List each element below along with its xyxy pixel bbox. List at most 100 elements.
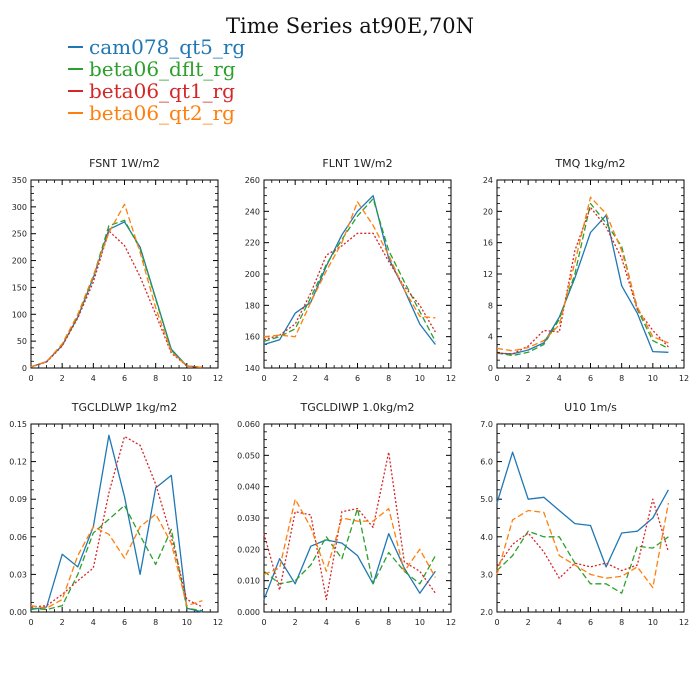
series-line-beta06_qt2_rg: [30, 513, 203, 609]
x-tick-label: 12: [213, 618, 223, 627]
plot-frame: [30, 423, 219, 613]
panel-title: TGCLDLWP 1kg/m2: [71, 401, 177, 414]
x-tick-label: 0: [28, 374, 33, 383]
x-tick-label: 2: [60, 374, 65, 383]
x-tick-label: 2: [60, 618, 65, 627]
panel-title: FSNT 1W/m2: [89, 157, 160, 170]
series-line-beta06_qt2_rg: [263, 201, 436, 338]
x-tick-label: 6: [355, 618, 360, 627]
y-tick-label: 0.020: [237, 545, 260, 554]
x-tick-label: 8: [153, 618, 158, 627]
x-tick-label: 4: [91, 374, 96, 383]
x-tick-label: 8: [153, 374, 158, 383]
y-tick-label: 24: [483, 176, 493, 185]
series-line-cam078_qt5_rg: [496, 451, 669, 568]
x-tick-label: 8: [386, 618, 391, 627]
x-tick-label: 12: [213, 374, 223, 383]
x-tick-label: 8: [386, 374, 391, 383]
y-tick-label: 12: [483, 270, 493, 279]
series-line-cam078_qt5_rg: [263, 533, 436, 600]
y-tick-label: 200: [245, 270, 260, 279]
y-tick-label: 0.09: [9, 495, 27, 504]
y-tick-label: 0.030: [237, 514, 260, 523]
x-tick-label: 4: [91, 618, 96, 627]
legend-item-3: beta06_qt2_rg: [68, 102, 245, 124]
x-tick-label: 0: [28, 618, 33, 627]
y-tick-label: 160: [245, 333, 260, 342]
x-tick-label: 12: [446, 618, 456, 627]
y-tick-label: 4: [488, 333, 493, 342]
x-tick-label: 2: [293, 618, 298, 627]
series-line-beta06_qt2_rg: [263, 498, 436, 578]
x-tick-label: 2: [293, 374, 298, 383]
series-line-beta06_qt2_rg: [496, 502, 670, 589]
x-tick-label: 10: [415, 618, 425, 627]
legend: cam078_qt5_rg beta06_dflt_rg beta06_qt1_…: [68, 36, 245, 124]
x-tick-label: 6: [588, 374, 593, 383]
x-tick-label: 10: [648, 374, 658, 383]
page-title: Time Series at90E,70N: [226, 14, 474, 38]
series-line-beta06_dflt_rg: [263, 198, 436, 343]
legend-label: beta06_qt1_rg: [89, 79, 235, 103]
series-line-beta06_qt2_rg: [30, 203, 203, 369]
x-tick-label: 0: [494, 618, 499, 627]
y-tick-label: 6.0: [480, 458, 493, 467]
series-line-beta06_qt1_rg: [30, 230, 203, 369]
x-tick-label: 6: [355, 374, 360, 383]
legend-item-0: cam078_qt5_rg: [68, 36, 245, 58]
series-line-beta06_qt1_rg: [263, 451, 436, 601]
panel-title: FLNT 1W/m2: [322, 157, 392, 170]
legend-label: cam078_qt5_rg: [89, 35, 246, 59]
x-tick-label: 10: [648, 618, 658, 627]
x-tick-label: 6: [122, 374, 127, 383]
y-tick-label: 150: [12, 283, 27, 292]
series-line-beta06_dflt_rg: [30, 504, 203, 612]
y-tick-label: 8: [488, 301, 493, 310]
legend-label: beta06_dflt_rg: [89, 57, 236, 81]
x-tick-label: 2: [526, 618, 531, 627]
series-line-beta06_qt1_rg: [496, 206, 669, 355]
y-tick-label: 200: [12, 257, 27, 266]
x-tick-label: 6: [122, 618, 127, 627]
legend-swatch: [68, 46, 83, 48]
y-tick-label: 3.0: [480, 570, 493, 579]
y-tick-label: 260: [245, 176, 260, 185]
series-line-beta06_qt1_rg: [30, 435, 203, 608]
plot-frame: [263, 423, 452, 613]
x-tick-label: 12: [679, 374, 689, 383]
y-tick-label: 2.0: [480, 608, 493, 617]
x-tick-label: 4: [324, 618, 329, 627]
x-tick-label: 8: [619, 618, 624, 627]
series-line-cam078_qt5_rg: [263, 195, 436, 346]
x-tick-label: 4: [324, 374, 329, 383]
series-line-beta06_dflt_rg: [263, 507, 436, 585]
series-line-beta06_dflt_rg: [30, 219, 203, 369]
series-line-beta06_qt1_rg: [263, 232, 436, 341]
y-tick-label: 4.0: [480, 533, 493, 542]
series-line-beta06_dflt_rg: [496, 530, 669, 594]
y-tick-label: 0: [22, 364, 27, 373]
panel-title: TMQ 1kg/m2: [554, 157, 625, 170]
y-tick-label: 0.060: [237, 420, 260, 429]
y-tick-label: 180: [245, 301, 260, 310]
series-line-cam078_qt5_rg: [30, 221, 203, 369]
x-tick-label: 10: [182, 618, 192, 627]
y-tick-label: 7.0: [480, 420, 493, 429]
x-tick-label: 0: [261, 374, 266, 383]
y-tick-label: 5.0: [480, 495, 493, 504]
legend-swatch: [68, 68, 83, 70]
legend-item-2: beta06_qt1_rg: [68, 80, 245, 102]
y-tick-label: 220: [245, 239, 260, 248]
y-tick-label: 240: [245, 207, 260, 216]
y-tick-label: 300: [12, 203, 27, 212]
y-tick-label: 0.040: [237, 483, 260, 492]
y-tick-label: 250: [12, 230, 27, 239]
y-tick-label: 20: [483, 207, 493, 216]
y-tick-label: 0: [488, 364, 493, 373]
plot-frame: [263, 179, 452, 369]
x-tick-label: 8: [619, 374, 624, 383]
x-tick-label: 10: [415, 374, 425, 383]
series-line-beta06_qt2_rg: [496, 196, 669, 352]
y-tick-label: 0.15: [9, 420, 27, 429]
y-tick-label: 100: [12, 310, 27, 319]
